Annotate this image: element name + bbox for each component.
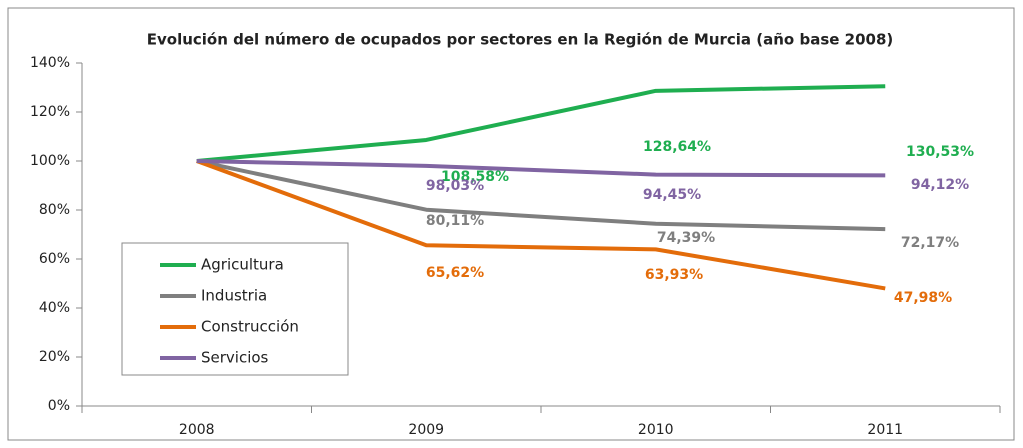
data-label: 94,45% [643,187,701,203]
legend-label: Servicios [201,349,269,367]
legend-label: Industria [201,287,267,305]
data-label: 63,93% [645,267,703,283]
legend-label: Agricultura [201,256,284,274]
data-label: 108,58% [441,169,509,185]
legend-label: Construcción [201,318,299,336]
x-tick-label: 2011 [867,422,903,438]
y-tick-label: 120% [30,104,70,120]
legend-box [121,242,349,376]
y-tick-label: 0% [48,398,70,414]
series-line [196,159,886,178]
y-tick-label: 20% [39,349,70,365]
series-line [196,159,886,291]
y-tick-label: 140% [30,55,70,71]
y-tick-label: 100% [30,153,70,169]
data-label: 130,53% [906,144,974,160]
series-line [196,159,886,232]
x-tick-label: 2008 [179,422,215,438]
data-label: 94,12% [911,177,969,193]
data-label: 72,17% [901,235,959,251]
series-line [196,84,886,163]
y-tick-label: 40% [39,300,70,316]
x-tick-label: 2010 [638,422,674,438]
y-tick-label: 80% [39,202,70,218]
x-tick-label: 2009 [408,422,444,438]
data-label: 47,98% [894,290,952,306]
data-label: 128,64% [643,139,711,155]
data-label: 65,62% [426,265,484,281]
y-tick-label: 60% [39,251,70,267]
chart-title: Evolución del número de ocupados por sec… [147,31,894,49]
data-label: 80,11% [426,213,484,229]
data-label: 98,03% [426,178,484,194]
data-label: 74,39% [657,230,715,246]
